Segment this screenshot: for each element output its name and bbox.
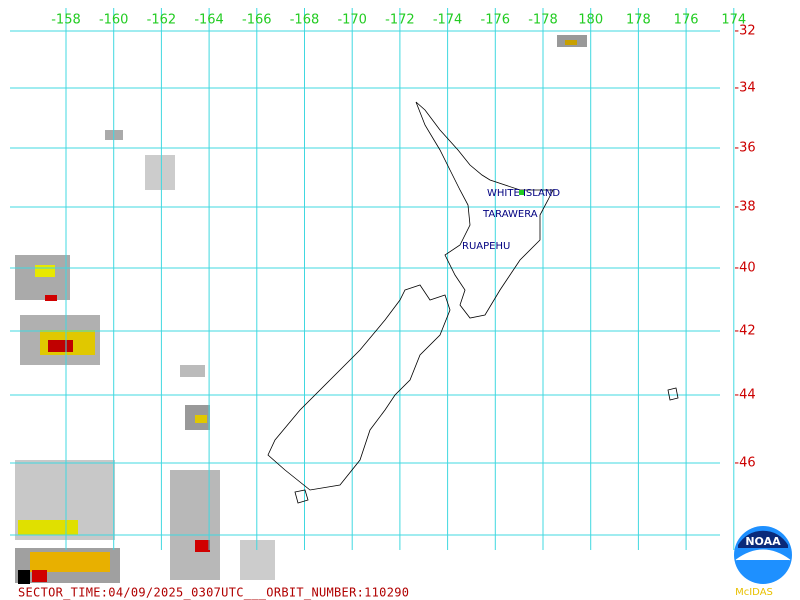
cloud-field [15, 35, 587, 584]
cloud [30, 552, 110, 572]
longitude-label: -166 [242, 13, 272, 28]
longitude-label: -170 [337, 13, 367, 28]
cloud [32, 570, 47, 582]
latitude-label: -42 [734, 324, 755, 339]
south-island [267, 284, 451, 491]
graticule [10, 8, 735, 550]
latitude-label: -34 [734, 81, 755, 96]
longitude-label: -164 [194, 13, 224, 28]
cloud [145, 155, 175, 190]
longitude-label: 176 [674, 13, 699, 28]
latitude-label: -36 [734, 141, 755, 156]
footer-text: SECTOR_TIME:04/09/2025_0307UTC___ORBIT_N… [18, 586, 409, 600]
longitude-label: -158 [51, 13, 81, 28]
longitude-label: -176 [481, 13, 511, 28]
volcano-marker [519, 190, 524, 195]
longitude-label: 174 [721, 13, 746, 28]
cloud [18, 570, 30, 584]
longitude-label: -178 [528, 13, 558, 28]
coastline [267, 101, 679, 504]
logo-top [738, 530, 788, 548]
cloud [45, 295, 57, 301]
cloud [15, 255, 70, 300]
cloud [195, 415, 207, 423]
latitude-label: -38 [734, 200, 755, 215]
longitude-label: 180 [578, 13, 603, 28]
cloud [170, 470, 220, 580]
longitude-label: -162 [147, 13, 177, 28]
volcano-label: TARAWERA [482, 209, 538, 220]
latitude-label: -44 [734, 388, 755, 403]
chatham-island [667, 387, 679, 401]
cloud [48, 340, 73, 352]
longitude-label: -168 [290, 13, 320, 28]
cloud [18, 520, 78, 535]
cloud [180, 365, 205, 377]
volcano-label: RUAPEHU [462, 241, 510, 252]
longitude-label: -174 [433, 13, 463, 28]
cloud [35, 265, 55, 277]
longitude-label: -160 [99, 13, 129, 28]
cloud [240, 540, 275, 580]
longitude-label: 178 [626, 13, 651, 28]
latitude-label: -46 [734, 456, 755, 471]
cloud [565, 40, 577, 45]
volcano-label: WHITE ISLAND [487, 188, 560, 199]
logo-caption: McIDAS [735, 587, 773, 598]
latitude-label: -32 [734, 24, 755, 39]
logo-text: NOAA [745, 535, 781, 548]
cloud [195, 540, 210, 552]
logo-wave [735, 549, 791, 561]
north-island [415, 101, 554, 319]
latitude-label: -40 [734, 261, 755, 276]
stewart-island [294, 489, 309, 504]
longitude-label: -172 [385, 13, 415, 28]
noaa-logo: NOAA McIDAS [734, 526, 792, 598]
